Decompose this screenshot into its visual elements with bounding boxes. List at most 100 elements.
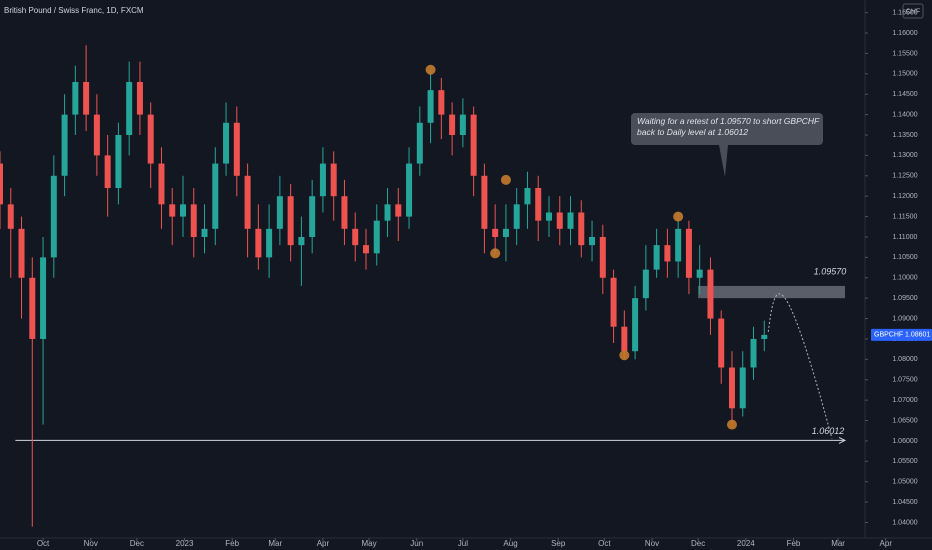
currency-box[interactable] [902, 3, 924, 19]
candle-body [502, 228, 509, 237]
candle-body [244, 175, 251, 229]
x-tick-label: Nov [84, 539, 98, 548]
candle-body [535, 188, 542, 221]
candle-body [545, 212, 552, 221]
x-tick-label: Jul [458, 539, 468, 548]
price-tag [871, 328, 932, 341]
candle-body [362, 245, 369, 254]
candle-body [147, 114, 154, 164]
candle-body [50, 175, 57, 258]
y-tick-label: 1.13000 [892, 152, 917, 159]
candle-body [330, 163, 337, 197]
y-tick-label: 1.04500 [892, 499, 917, 506]
y-tick-label: 1.07000 [892, 397, 917, 404]
y-tick-label: 1.05000 [892, 479, 917, 486]
candle-body [492, 228, 499, 237]
annotation-line: back to Daily level at 1.06012 [637, 127, 748, 137]
candle-body [190, 204, 197, 237]
candle-body [416, 122, 423, 164]
support-label: 1.06012 [812, 426, 845, 436]
x-tick-label: May [362, 539, 377, 548]
candle-body [115, 135, 122, 189]
y-tick-label: 1.09000 [892, 315, 917, 322]
candle-body [610, 277, 617, 327]
y-tick-label: 1.11500 [893, 213, 918, 220]
candle-body [276, 196, 283, 229]
x-tick-label: Mar [831, 539, 845, 548]
candle-body [384, 204, 391, 221]
candle-body [7, 204, 14, 229]
candle-body [201, 228, 208, 237]
candle-body [599, 236, 606, 278]
candle-body [513, 204, 520, 229]
annotation-text: Waiting for a retest of 1.09570 to short… [637, 116, 820, 137]
y-tick-label: 1.05500 [892, 458, 917, 465]
candle-body [427, 90, 434, 123]
candle-body [685, 228, 692, 278]
y-tick-label: 1.06500 [892, 417, 917, 424]
candle-body [578, 212, 585, 246]
x-tick-label: Jun [410, 539, 423, 548]
x-tick-label: Feb [225, 539, 239, 548]
candle-body [309, 196, 316, 237]
candle-body [18, 228, 25, 278]
x-tick-label: Apr [880, 539, 893, 548]
candle-body [352, 228, 359, 246]
y-tick-label: 1.12500 [892, 173, 917, 180]
pivot-marker [490, 248, 501, 259]
candle-body [266, 228, 273, 258]
annotation-line: Waiting for a retest of 1.09570 to short… [637, 116, 820, 126]
price-tag-symbol: GBPCHF [874, 332, 903, 339]
y-tick-label: 1.16500 [892, 9, 917, 16]
candle-body [169, 204, 176, 217]
candle-body [287, 196, 294, 246]
y-tick-label: 1.16000 [892, 30, 917, 37]
candle-body [0, 163, 3, 205]
candle-body [728, 367, 735, 409]
candle-body [750, 338, 757, 368]
x-tick-label: Oct [598, 539, 611, 548]
y-tick-label: 1.10500 [892, 254, 917, 261]
candle-body [438, 90, 445, 115]
candle-body [739, 367, 746, 409]
candle-body [223, 122, 230, 164]
y-tick-label: 1.04000 [892, 519, 917, 526]
candle-body [93, 114, 100, 156]
y-tick-label: 1.11000 [893, 234, 918, 241]
x-tick-label: Aug [503, 539, 517, 548]
candle-body [83, 81, 90, 115]
candle-body [589, 236, 596, 246]
candle-body [675, 228, 682, 262]
candle-body [621, 326, 628, 352]
candle-body [373, 220, 380, 254]
x-tick-label: Dec [130, 539, 144, 548]
candle-body [632, 298, 639, 352]
candle-body [642, 269, 649, 299]
x-tick-label: Dec [691, 539, 705, 548]
candle-body [406, 163, 413, 217]
y-tick-label: 1.14000 [892, 111, 917, 118]
x-tick-label: Oct [37, 539, 50, 548]
pivot-marker [619, 350, 630, 361]
candle-body [104, 155, 111, 189]
y-tick-label: 1.07500 [892, 377, 917, 384]
candle-body [567, 212, 574, 229]
candle-body [72, 81, 79, 115]
pivot-marker [673, 211, 684, 222]
candle-body [718, 318, 725, 368]
candle-body [40, 257, 47, 339]
x-tick-label: 2023 [176, 539, 194, 548]
x-tick-label: Sep [551, 539, 566, 548]
candle-body [696, 269, 703, 278]
y-tick-label: 1.10000 [892, 275, 917, 282]
candle-body [664, 245, 671, 262]
candle-body [319, 163, 326, 197]
candle-body [524, 188, 531, 205]
annotation-box [631, 113, 823, 177]
candle-body [29, 277, 36, 339]
y-tick-label: 1.09500 [892, 295, 917, 302]
x-tick-label: 2024 [737, 539, 755, 548]
candle-body [136, 81, 143, 115]
